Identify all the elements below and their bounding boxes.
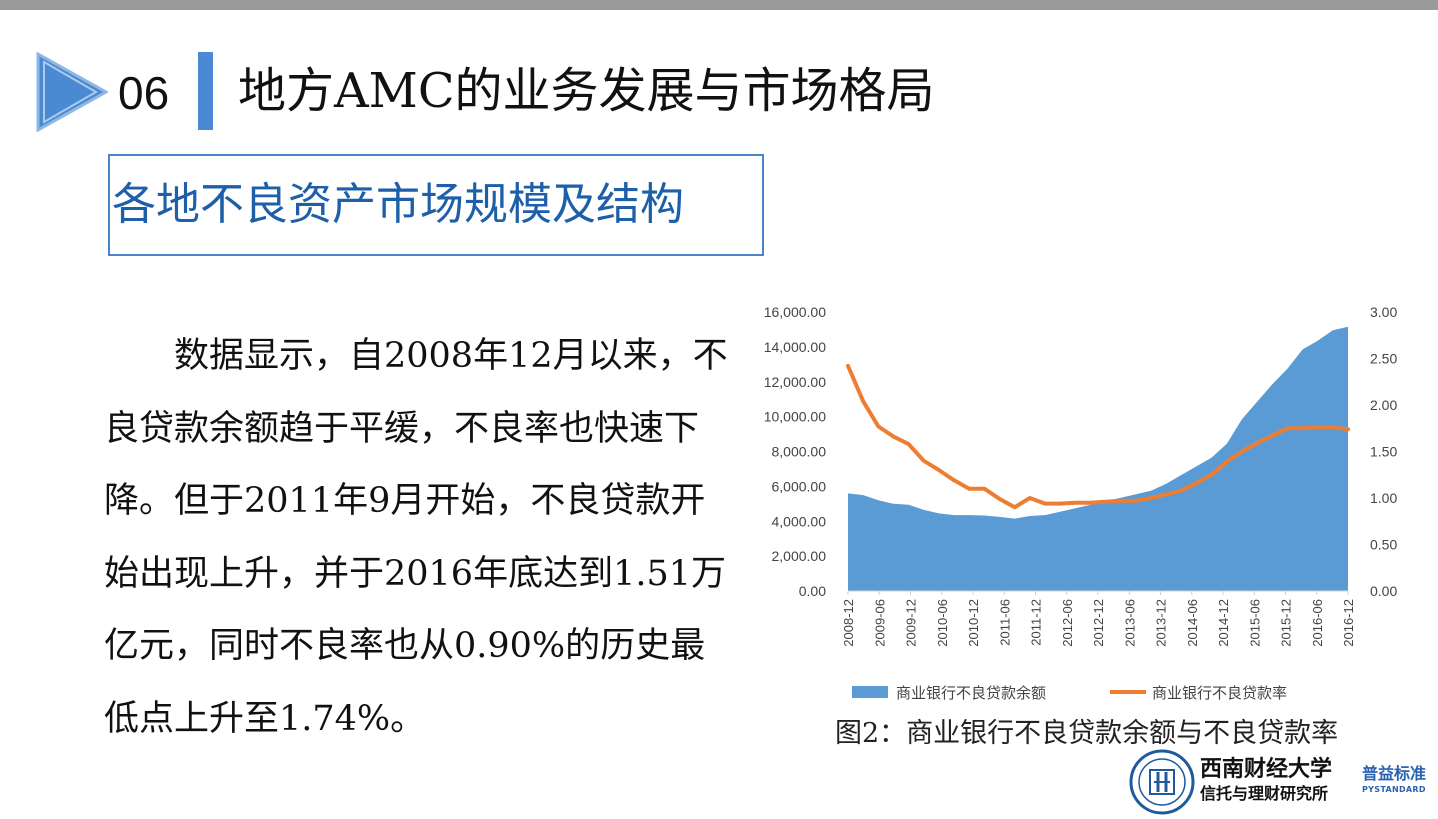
right-axis-tick-label: 0.50 (1370, 537, 1397, 553)
npl-chart: 0.00 2,000.00 4,000.00 6,000.00 8,000.00 10,0… (764, 304, 1398, 702)
body-paragraph: 数据显示，自2008年12月以来，不良贷款余额趋于平缓，不良率也快速下降。但于2… (104, 336, 728, 739)
section-number: 06 (118, 67, 170, 119)
left-axis-tick-label: 12,000.00 (764, 374, 826, 390)
legend-label-balance: 商业银行不良贷款余额 (896, 684, 1046, 702)
npl-balance-area (848, 326, 1348, 591)
x-axis-tick-label: 2011-12 (1029, 599, 1044, 646)
university-name: 西南财经大学 (1200, 756, 1333, 782)
x-axis-tick-label: 2013-12 (1154, 599, 1169, 647)
x-axis-tick-label: 2014-06 (1185, 599, 1200, 647)
subtitle: 各地不良资产市场规模及结构 (112, 179, 684, 230)
x-axis-tick-label: 2013-06 (1122, 599, 1137, 647)
left-axis-tick-label: 14,000.00 (764, 339, 826, 355)
left-axis-tick-label: 2,000.00 (772, 548, 827, 564)
x-axis-tick-label: 2012-12 (1091, 599, 1106, 647)
x-axis-tick-label: 2008-12 (841, 599, 856, 647)
university-seal-icon (1129, 749, 1195, 815)
x-axis-tick-label: 2011-06 (997, 599, 1012, 646)
legend-label-ratio: 商业银行不良贷款率 (1152, 684, 1287, 702)
right-axis-tick-label: 1.50 (1370, 444, 1397, 460)
x-axis-tick-label: 2010-06 (935, 599, 950, 647)
brand-en: PYSTANDARD (1362, 785, 1426, 794)
left-axis-tick-label: 16,000.00 (764, 304, 826, 320)
right-axis-tick-label: 3.00 (1370, 304, 1397, 320)
top-bar (0, 0, 1438, 10)
x-axis-tick-label: 2012-06 (1060, 599, 1075, 647)
legend-swatch-balance (852, 686, 888, 698)
x-axis-tick-label: 2015-12 (1279, 599, 1294, 647)
x-axis-tick-label: 2015-06 (1247, 599, 1262, 647)
left-axis-tick-label: 4,000.00 (772, 513, 827, 529)
x-axis-tick-label: 2016-12 (1341, 599, 1356, 647)
right-axis-tick-label: 2.00 (1370, 397, 1397, 413)
subtitle-box (108, 154, 764, 256)
university-logo-text: 西南财经大学 信托与理财研究所 (1200, 756, 1360, 814)
left-axis-tick-label: 10,000.00 (764, 409, 826, 425)
x-axis-tick-label: 2010-12 (966, 599, 981, 647)
brand-cn: 普益标准 (1362, 764, 1427, 783)
right-axis-tick-label: 0.00 (1370, 583, 1397, 599)
right-axis-tick-label: 2.50 (1370, 351, 1397, 367)
x-axis-tick-label: 2009-12 (904, 599, 919, 647)
npl-ratio-line (846, 363, 1350, 510)
play-icon (36, 52, 108, 132)
institute-name: 信托与理财研究所 (1200, 784, 1329, 803)
title-divider (198, 52, 213, 130)
pystandard-logo: 普益标准 PYSTANDARD (1362, 764, 1438, 796)
right-axis-tick-label: 1.00 (1370, 490, 1397, 506)
left-axis-tick-label: 8,000.00 (772, 444, 827, 460)
x-axis-tick-label: 2009-06 (872, 599, 887, 647)
x-axis-tick-label: 2014-12 (1216, 599, 1231, 647)
left-axis-tick-label: 0.00 (799, 583, 826, 599)
left-axis-tick-label: 6,000.00 (772, 478, 827, 494)
body-text: 数据显示，自2008年12月以来，不良贷款余额趋于平缓，不良率也快速下降。但于2… (104, 320, 736, 755)
page-title: 地方AMC的业务发展与市场格局 (238, 63, 935, 119)
x-axis-tick-label: 2016-06 (1310, 599, 1325, 647)
chart-caption: 图2：商业银行不良贷款余额与不良贷款率 (835, 718, 1339, 749)
